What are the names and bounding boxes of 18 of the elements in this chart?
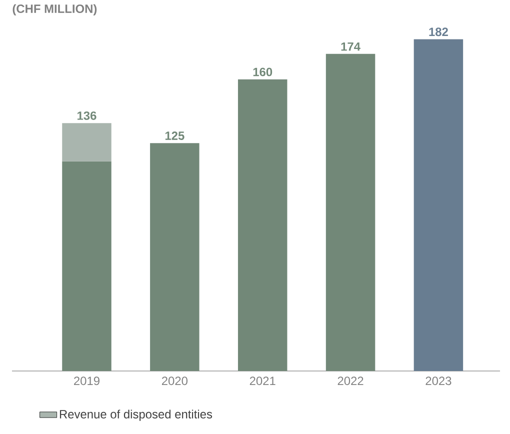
bar [238,79,288,371]
bar [326,54,376,371]
data-label: 125 [165,132,184,140]
bar [62,161,112,371]
data-label: 182 [429,28,448,36]
data-label: 174 [341,42,360,51]
x-tick-label: 2023 [426,376,452,386]
bar [414,39,464,371]
bar [150,143,200,371]
bar [62,123,112,162]
x-tick-label: 2022 [338,376,364,386]
x-tick-label: 2021 [250,376,276,386]
x-tick-label: 2019 [74,376,100,386]
legend-label: Revenue of disposed entities [60,410,212,421]
chart-title: (CHF MILLION) [12,4,97,16]
data-label: 160 [253,68,272,76]
x-tick-label: 2020 [162,376,188,386]
total-label: 136 [78,111,96,120]
